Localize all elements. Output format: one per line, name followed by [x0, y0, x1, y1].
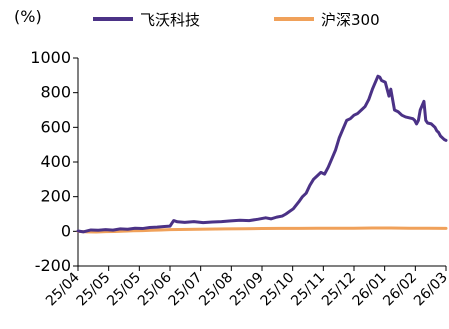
y-tick-label: 200: [40, 187, 71, 206]
x-tick-label: 25/09: [227, 270, 267, 310]
x-tick-label: 25/05: [74, 270, 114, 310]
x-tick-label: 25/07: [166, 270, 206, 310]
x-tick-label: 25/06: [135, 269, 175, 309]
plot-lines: [76, 74, 448, 234]
x-tick-label: 25/12: [319, 270, 359, 310]
x-tick-label: 25/04: [43, 269, 83, 309]
x-tick-label: 25/08: [196, 270, 236, 310]
x-tick-label: 25/10: [258, 270, 298, 310]
y-tick-label: 1000: [30, 48, 71, 67]
y-tick-label: -200: [35, 256, 71, 275]
x-tick-label: 26/01: [350, 270, 390, 310]
x-tick-label: 26/03: [411, 270, 449, 310]
series-line: [76, 74, 448, 234]
legend-label: 沪深300: [321, 11, 380, 29]
y-tick-label: 0: [61, 221, 71, 240]
y-tick-label: 400: [40, 152, 71, 171]
y-tick-label: 800: [40, 83, 71, 102]
unit-label: (%): [14, 7, 42, 26]
series-line: [76, 226, 448, 234]
x-axis: 25/0425/0525/0525/0625/0725/0825/0925/10…: [43, 265, 449, 310]
x-tick-label: 26/02: [380, 270, 420, 310]
x-tick-label: 25/05: [104, 270, 144, 310]
x-tick-label: 25/11: [288, 270, 328, 310]
y-tick-label: 600: [40, 117, 71, 136]
legend: 飞沃科技 沪深300: [93, 11, 380, 29]
legend-label: 飞沃科技: [140, 11, 200, 29]
y-axis: 1000 800 600 400 200 0 -200: [30, 48, 79, 275]
